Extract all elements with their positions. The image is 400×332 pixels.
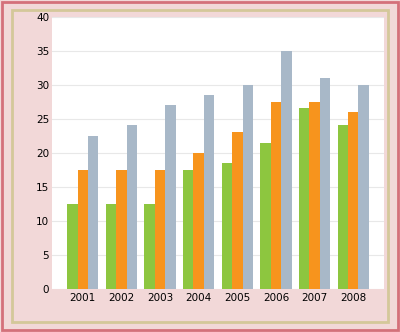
Bar: [338, 125, 348, 289]
Bar: [67, 204, 78, 289]
Bar: [260, 142, 271, 289]
Bar: [194, 153, 204, 289]
Bar: [309, 102, 320, 289]
Bar: [116, 170, 127, 289]
Bar: [88, 136, 98, 289]
Bar: [320, 78, 330, 289]
Bar: [232, 132, 242, 289]
Bar: [299, 109, 309, 289]
Bar: [358, 85, 369, 289]
Bar: [348, 112, 358, 289]
Bar: [78, 170, 88, 289]
Bar: [222, 163, 232, 289]
Bar: [242, 85, 253, 289]
Bar: [204, 95, 214, 289]
Bar: [183, 170, 194, 289]
Bar: [106, 204, 116, 289]
Bar: [281, 50, 292, 289]
Bar: [271, 102, 281, 289]
Bar: [165, 105, 176, 289]
Bar: [144, 204, 155, 289]
Bar: [155, 170, 165, 289]
Bar: [127, 125, 137, 289]
